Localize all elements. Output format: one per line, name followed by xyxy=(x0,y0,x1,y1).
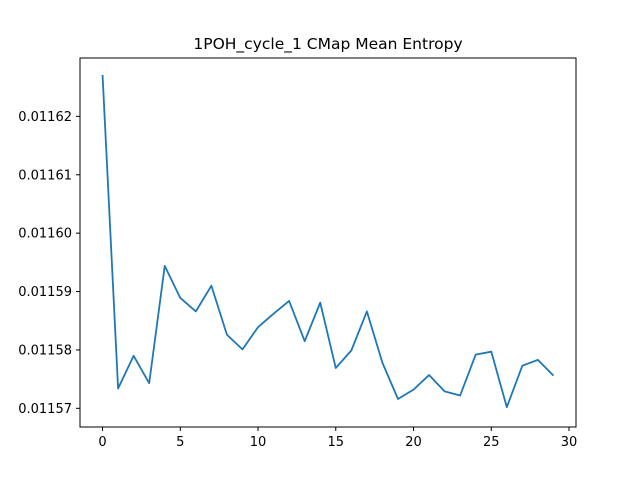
x-tick-label: 20 xyxy=(405,435,422,450)
chart-title: 1POH_cycle_1 CMap Mean Entropy xyxy=(193,35,462,54)
axis-ticks: 0 5 10 15 20 25 30 0.01157 0.01158 0.01159 0.01160… xyxy=(18,110,577,450)
x-tick-label: 10 xyxy=(250,435,267,450)
plot-area-frame xyxy=(79,57,577,428)
series-line xyxy=(101,74,555,409)
y-tick-label: 0.01159 xyxy=(18,285,72,300)
y-tick-label: 0.01161 xyxy=(18,168,72,183)
x-tick-label: 5 xyxy=(176,435,184,450)
y-tick-label: 0.01158 xyxy=(18,343,72,358)
x-tick-label: 30 xyxy=(561,435,578,450)
x-tick-label: 25 xyxy=(483,435,500,450)
x-tick-label: 15 xyxy=(328,435,345,450)
x-tick-label: 0 xyxy=(98,435,106,450)
y-tick-label: 0.01162 xyxy=(18,110,72,125)
y-tick-label: 0.01160 xyxy=(18,227,72,242)
y-tick-label: 0.01157 xyxy=(18,402,72,417)
